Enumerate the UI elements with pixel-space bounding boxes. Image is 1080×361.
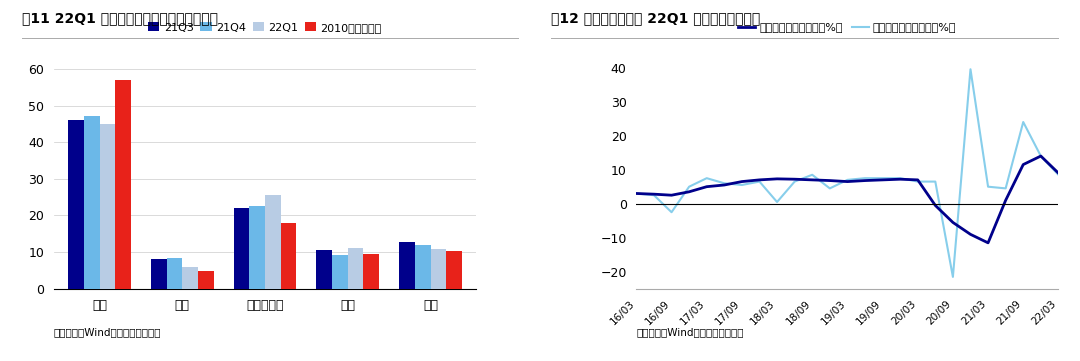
归母净利润单季同比（%）: [735, 183, 748, 187]
归母净利润累计同比（%）: [893, 177, 906, 181]
归母净利润累计同比（%）: [876, 178, 889, 182]
归母净利润累计同比（%）: [1035, 154, 1048, 158]
Bar: [316, 250, 332, 289]
归母净利润累计同比（%）: [1016, 162, 1029, 167]
归母净利润累计同比（%）: [946, 220, 959, 225]
归母净利润累计同比（%）: [630, 191, 643, 196]
归母净利润累计同比（%）: [964, 232, 977, 236]
归母净利润累计同比（%）: [982, 241, 995, 245]
归母净利润单季同比（%）: [929, 179, 942, 184]
Bar: [249, 206, 265, 289]
Line: 归母净利润单季同比（%）: 归母净利润单季同比（%）: [636, 69, 1058, 277]
归母净利润累计同比（%）: [859, 178, 872, 183]
归母净利润单季同比（%）: [841, 178, 854, 182]
归母净利润单季同比（%）: [1052, 173, 1065, 177]
Bar: [431, 249, 446, 289]
Bar: [198, 271, 214, 289]
归母净利润单季同比（%）: [665, 210, 678, 214]
Bar: [84, 116, 99, 289]
归母净利润单季同比（%）: [823, 186, 836, 191]
归母净利润单季同比（%）: [982, 184, 995, 189]
Bar: [233, 208, 249, 289]
Legend: 21Q3, 21Q4, 22Q1, 2010年以来均值: 21Q3, 21Q4, 22Q1, 2010年以来均值: [144, 18, 387, 37]
Bar: [332, 255, 348, 289]
归母净利润累计同比（%）: [823, 178, 836, 183]
归母净利润累计同比（%）: [648, 192, 661, 196]
归母净利润单季同比（%）: [912, 179, 924, 184]
归母净利润累计同比（%）: [1052, 171, 1065, 175]
Text: 资料来源：Wind，海通证券研究所: 资料来源：Wind，海通证券研究所: [636, 327, 744, 337]
归母净利润单季同比（%）: [718, 181, 731, 186]
归母净利润累计同比（%）: [718, 183, 731, 187]
Bar: [364, 254, 379, 289]
归母净利润单季同比（%）: [876, 176, 889, 180]
归母净利润累计同比（%）: [770, 177, 783, 181]
归母净利润累计同比（%）: [665, 193, 678, 197]
归母净利润单季同比（%）: [946, 275, 959, 279]
归母净利润累计同比（%）: [753, 178, 766, 182]
归母净利润累计同比（%）: [912, 178, 924, 182]
归母净利润单季同比（%）: [999, 186, 1012, 191]
归母净利润累计同比（%）: [806, 178, 819, 182]
归母净利润累计同比（%）: [735, 179, 748, 184]
Bar: [99, 124, 116, 289]
归母净利润累计同比（%）: [929, 203, 942, 208]
Bar: [183, 267, 198, 289]
Bar: [68, 120, 84, 289]
Bar: [151, 259, 166, 289]
归母净利润单季同比（%）: [630, 191, 643, 196]
Bar: [265, 195, 281, 289]
归母净利润累计同比（%）: [788, 177, 801, 181]
Text: 图11 22Q1 上游资源品利润占比进一步上升: 图11 22Q1 上游资源品利润占比进一步上升: [22, 11, 217, 25]
Bar: [348, 248, 364, 289]
归母净利润单季同比（%）: [893, 176, 906, 180]
Text: 资料来源：Wind，海通证券研究所: 资料来源：Wind，海通证券研究所: [54, 327, 162, 337]
Bar: [166, 258, 183, 289]
归母净利润单季同比（%）: [1035, 154, 1048, 158]
Legend: 归母净利润累计同比（%）, 归母净利润单季同比（%）: 归母净利润累计同比（%）, 归母净利润单季同比（%）: [734, 18, 961, 37]
Bar: [116, 80, 131, 289]
Bar: [415, 245, 431, 289]
归母净利润单季同比（%）: [683, 184, 696, 189]
Text: 图12 金融板块中银行 22Q1 盈利增长相对更优: 图12 金融板块中银行 22Q1 盈利增长相对更优: [551, 11, 760, 25]
归母净利润单季同比（%）: [648, 193, 661, 197]
归母净利润累计同比（%）: [700, 184, 713, 189]
Line: 归母净利润累计同比（%）: 归母净利润累计同比（%）: [636, 156, 1058, 243]
归母净利润单季同比（%）: [964, 67, 977, 71]
Bar: [400, 242, 415, 289]
归母净利润单季同比（%）: [806, 173, 819, 177]
归母净利润单季同比（%）: [1016, 120, 1029, 124]
归母净利润单季同比（%）: [770, 200, 783, 204]
归母净利润累计同比（%）: [841, 179, 854, 184]
归母净利润累计同比（%）: [683, 190, 696, 194]
归母净利润单季同比（%）: [859, 176, 872, 180]
Bar: [281, 223, 296, 289]
归母净利润单季同比（%）: [788, 179, 801, 184]
归母净利润累计同比（%）: [999, 198, 1012, 203]
归母净利润单季同比（%）: [753, 179, 766, 184]
归母净利润单季同比（%）: [700, 176, 713, 180]
Bar: [446, 251, 462, 289]
